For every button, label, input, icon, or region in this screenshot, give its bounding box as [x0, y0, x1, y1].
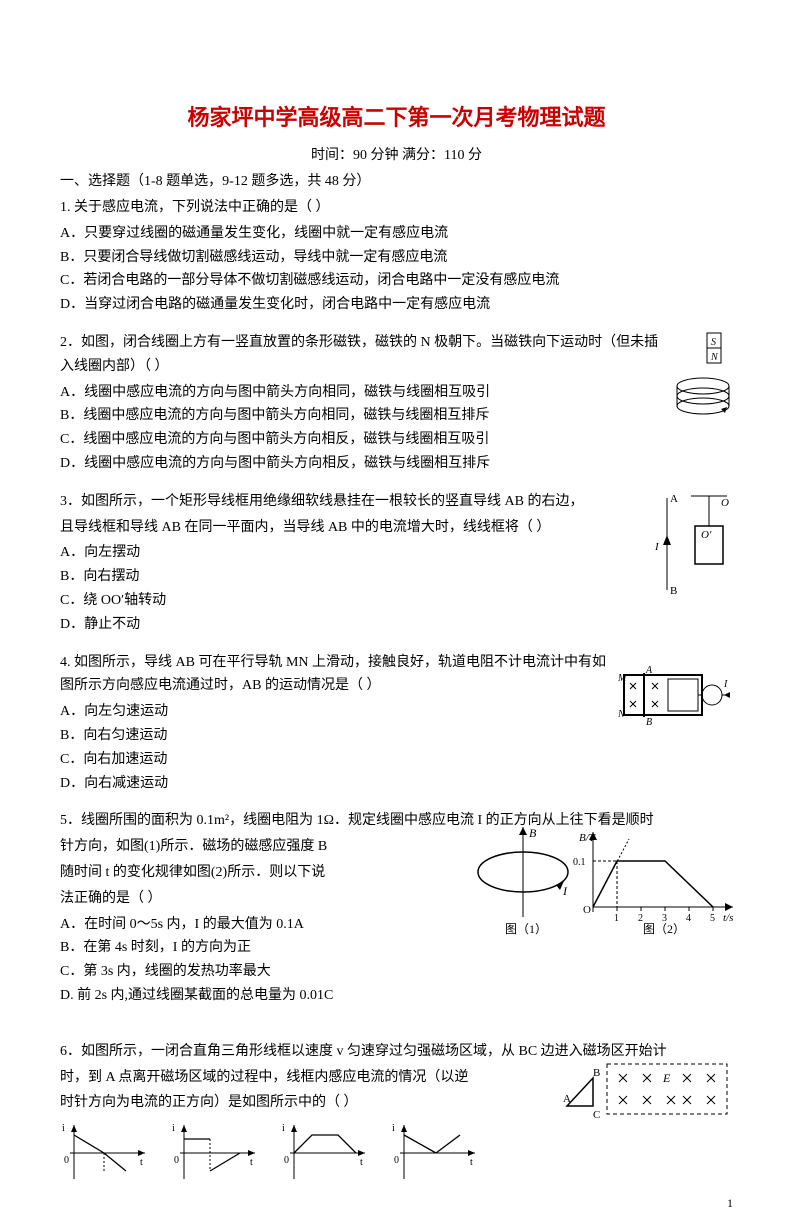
label-i: I: [723, 679, 728, 690]
q2-option-b: B．线圈中感应电流的方向与图中箭头方向相同，磁铁与线圈相互排斥: [60, 404, 733, 428]
xtick-4: 4: [686, 913, 691, 924]
q3-figure: A B I O O′: [655, 490, 733, 600]
xlabel: t/s: [723, 912, 733, 924]
label-i: I: [655, 541, 660, 553]
page-number: 1: [727, 1196, 733, 1211]
axis-i: i: [172, 1123, 175, 1134]
q3-stem-2: 且导线框和导线 AB 在同一平面内，当导线 AB 中的电流增大时，线线框将（ ）: [60, 516, 733, 540]
label-e: E: [662, 1071, 671, 1085]
label-m: M: [618, 673, 627, 684]
question-2: S N 2．如图，闭合线圈上方有一竖直放置的条形磁铁，磁铁的 N 极朝下。当磁铁…: [60, 331, 733, 476]
q1-option-d: D．当穿过闭合电路的磁通量发生变化时，闭合电路中一定有感应电流: [60, 293, 733, 317]
q3-option-a: A．向左摆动: [60, 541, 733, 565]
label-b: B: [529, 827, 537, 840]
xtick-1: 1: [614, 913, 619, 924]
q2-option-d: D．线圈中感应电流的方向与图中箭头方向相反，磁铁与线圈相互排斥: [60, 452, 733, 476]
exam-meta: 时间：90 分钟 满分：110 分: [60, 144, 733, 164]
question-1: 1. 关于感应电流，下列说法中正确的是（ ） A．只要穿过线圈的磁通量发生变化，…: [60, 196, 733, 317]
axis-o: 0: [284, 1155, 289, 1166]
q5-option-c: C．第 3s 内，线圈的发热功率最大: [60, 960, 733, 984]
magnet-coil-icon: S N: [673, 331, 733, 426]
question-4: M N A B I 4. 如图所示，导线 AB 可在平行导轨 MN 上滑: [60, 651, 733, 796]
rail-circuit-icon: M N A B I: [618, 665, 733, 727]
coil-b-icon: B I 图（1）: [463, 827, 583, 937]
q3-option-b: B．向右摆动: [60, 565, 733, 589]
axis-o: 0: [64, 1155, 69, 1166]
axis-i: i: [282, 1123, 285, 1134]
q2-option-a: A．线圈中感应电流的方向与图中箭头方向相同，磁铁与线圈相互吸引: [60, 381, 733, 405]
label-o: O: [721, 497, 729, 509]
axis-o: 0: [174, 1155, 179, 1166]
q6-figure: A B C E: [563, 1058, 733, 1128]
fig2-label: 图（2）: [643, 922, 685, 936]
xtick-5: 5: [710, 913, 715, 924]
label-b: B: [670, 585, 677, 597]
triangle-field-icon: A B C E: [563, 1058, 733, 1128]
bt-chart-icon: B/T t/s O 1 2 3 4 5 0.1 图（2）: [573, 827, 743, 937]
section-1-heading: 一、选择题（1-8 题单选，9-12 题多选，共 48 分）: [60, 170, 733, 190]
q6-graph-b: i t 0: [170, 1121, 260, 1185]
label-op: O′: [701, 529, 712, 541]
q1-option-b: B．只要闭合导线做切割磁感线运动，导线中就一定有感应电流: [60, 246, 733, 270]
axis-t: t: [140, 1157, 143, 1168]
axis-t: t: [360, 1157, 363, 1168]
q5-option-b: B．在第 4s 时刻，I 的方向为正: [60, 936, 733, 960]
q3-option-c: C．绕 OO′轴转动: [60, 589, 733, 613]
axis-t: t: [470, 1157, 473, 1168]
label-n: N: [710, 352, 719, 363]
axis-i: i: [392, 1123, 395, 1134]
wire-frame-icon: A B I O O′: [655, 490, 733, 600]
question-5: B I 图（1） B/T t/s O 1 2 3 4: [60, 809, 733, 1025]
label-a: A: [645, 665, 653, 676]
label-b: B: [593, 1067, 600, 1079]
ylabel: B/T: [579, 832, 596, 844]
label-c: C: [593, 1109, 600, 1121]
axis-o: 0: [394, 1155, 399, 1166]
q5-option-d: D. 前 2s 内,通过线圈某截面的总电量为 0.01C: [60, 984, 733, 1008]
q6-graph-c: i t 0: [280, 1121, 370, 1185]
q5-figure-1: B I 图（1）: [463, 827, 583, 937]
q6-graph-a: i t 0: [60, 1121, 150, 1185]
q4-option-b: B．向右匀速运动: [60, 724, 733, 748]
q1-option-c: C．若闭合电路的一部分导体不做切割磁感线运动，闭合电路中一定没有感应电流: [60, 269, 733, 293]
axis-i: i: [62, 1123, 65, 1134]
exam-title: 杨家坪中学高级高二下第一次月考物理试题: [60, 100, 733, 132]
label-a: A: [563, 1093, 571, 1105]
q4-option-c: C．向右加速运动: [60, 748, 733, 772]
q3-stem-1: 3．如图所示，一个矩形导线框用绝缘细软线悬挂在一根较长的竖直导线 AB 的右边，: [60, 490, 733, 514]
ytick-01: 0.1: [573, 857, 586, 868]
q1-option-a: A．只要穿过线圈的磁通量发生变化，线圈中就一定有感应电流: [60, 222, 733, 246]
page: 杨家坪中学高级高二下第一次月考物理试题 时间：90 分钟 满分：110 分 一、…: [0, 0, 793, 1219]
q2-option-c: C．线圈中感应电流的方向与图中箭头方向相反，磁铁与线圈相互吸引: [60, 428, 733, 452]
axis-t: t: [250, 1157, 253, 1168]
q1-stem: 1. 关于感应电流，下列说法中正确的是（ ）: [60, 196, 733, 220]
origin-o: O: [583, 904, 591, 916]
fig1-label: 图（1）: [505, 922, 547, 936]
question-3: A B I O O′ 3．如图所示，一个矩形导线框用绝缘细软线悬挂在一根较长的竖…: [60, 490, 733, 637]
label-i: I: [562, 884, 568, 898]
q6-graph-row: i t 0 i t 0 i: [60, 1121, 733, 1185]
label-b: B: [646, 717, 652, 727]
q3-option-d: D．静止不动: [60, 613, 733, 637]
question-6: A B C E 6．如图所示，一闭合直角三角形线框以速度 v 匀速穿: [60, 1040, 733, 1185]
label-a: A: [670, 493, 678, 505]
label-s: S: [711, 337, 716, 348]
q2-stem: 2．如图，闭合线圈上方有一竖直放置的条形磁铁，磁铁的 N 极朝下。当磁铁向下运动…: [60, 331, 733, 379]
q2-figure: S N: [673, 331, 733, 426]
q6-graph-d: i t 0: [390, 1121, 480, 1185]
q5-figure-2: B/T t/s O 1 2 3 4 5 0.1 图（2）: [573, 827, 743, 937]
q4-option-d: D．向右减速运动: [60, 772, 733, 796]
q4-figure: M N A B I: [618, 665, 733, 727]
